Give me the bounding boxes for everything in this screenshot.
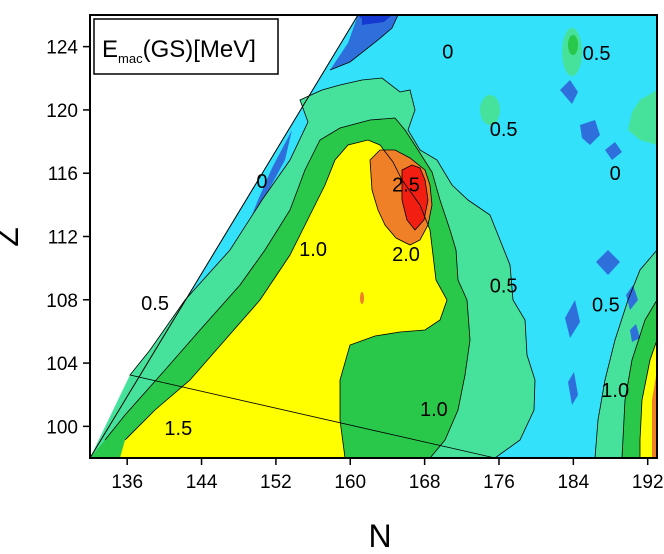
y-tick-label: 120 [46,101,78,122]
x-tick-label: 192 [632,472,664,493]
region-below-0-island-6 [568,372,578,405]
contour-line-right-1.0 [621,299,658,459]
y-tick-label: 108 [46,291,78,312]
contour-labels: 0 0 0 0.5 0.5 0.5 0.5 0.5 1.0 1.0 1.0 1.5 2.0 2.5 [141,41,629,440]
region-level-2.0-right-edge [652,370,657,458]
contour-label: 0 [442,41,453,63]
region-level-0.5-right-top [628,90,657,145]
title-main: E [102,36,118,63]
x-tick-label: 184 [557,472,589,493]
contour-label: 1.0 [601,380,629,402]
x-tick-label: 176 [483,472,515,493]
contour-line-2.0 [369,149,433,246]
region-deep-top [358,15,392,25]
y-tick-label: 124 [46,38,78,59]
x-tick-label: 160 [334,472,366,493]
region-level-1.0-island-2 [568,35,578,55]
contour-label: 1.5 [164,418,192,440]
title-suffix: (GS)[MeV] [143,36,256,63]
region-level-2.0-speck [360,292,364,304]
contour-regions [90,15,657,458]
region-below-0-island-1 [560,80,578,104]
y-axis-title: Z [0,227,25,247]
title-subscript: mac [118,51,143,66]
x-tick-label: 152 [260,472,292,493]
contour-line-right-1.5 [639,339,658,458]
x-axis-title: N [368,518,391,554]
contour-line-2.5 [401,164,429,231]
region-below-0-island-7 [626,285,638,310]
contour-label: 0.5 [490,276,518,298]
region-below-0-top [330,15,398,70]
data-boundary-diagonal [89,14,359,459]
region-below-0-island-3 [605,142,622,160]
svg-text:Emac(GS)[MeV]: Emac(GS)[MeV] [102,36,256,66]
y-tick-label: 112 [48,228,78,249]
x-axis-ticks: 136 144 152 160 168 176 184 192 [111,458,664,493]
contour-label: 1.0 [299,239,327,261]
region-level-0.5-island-1 [480,95,500,125]
contour-label: 2.5 [392,174,420,196]
contour-label: 1.0 [420,399,448,421]
y-axis-ticks: 100 104 108 112 116 120 124 [46,38,90,438]
contour-label: 0.5 [490,119,518,141]
contour-line-1.0 [104,117,471,459]
y-tick-label: 116 [48,164,78,185]
contour-label: 0.5 [592,295,620,317]
contour-label: 0.5 [141,293,169,315]
x-tick-label: 144 [186,472,218,493]
region-below-0-island-2 [580,120,600,145]
y-tick-label: 104 [46,354,78,375]
title-box: Emac(GS)[MeV] [93,18,279,75]
x-tick-label: 168 [409,472,441,493]
y-tick-label: 100 [46,417,78,438]
contour-label: 0 [610,163,621,185]
region-below-0-left [246,130,292,230]
region-below-0-island-4 [596,250,620,275]
contour-lines [104,14,658,459]
region-below-0-island-8 [630,324,640,342]
x-tick-label: 136 [111,472,143,493]
contour-label: 2.0 [392,244,420,266]
contour-label: 0 [256,171,267,193]
region-level-1.5-2.0-main [120,140,447,458]
region-below-0-island-5 [565,300,580,338]
title-box-frame [93,18,279,75]
contour-line-0-top [329,14,399,71]
contour-label: 0.5 [583,43,611,65]
contour-line-0.5 [129,77,536,459]
contour-line-right [594,249,658,459]
